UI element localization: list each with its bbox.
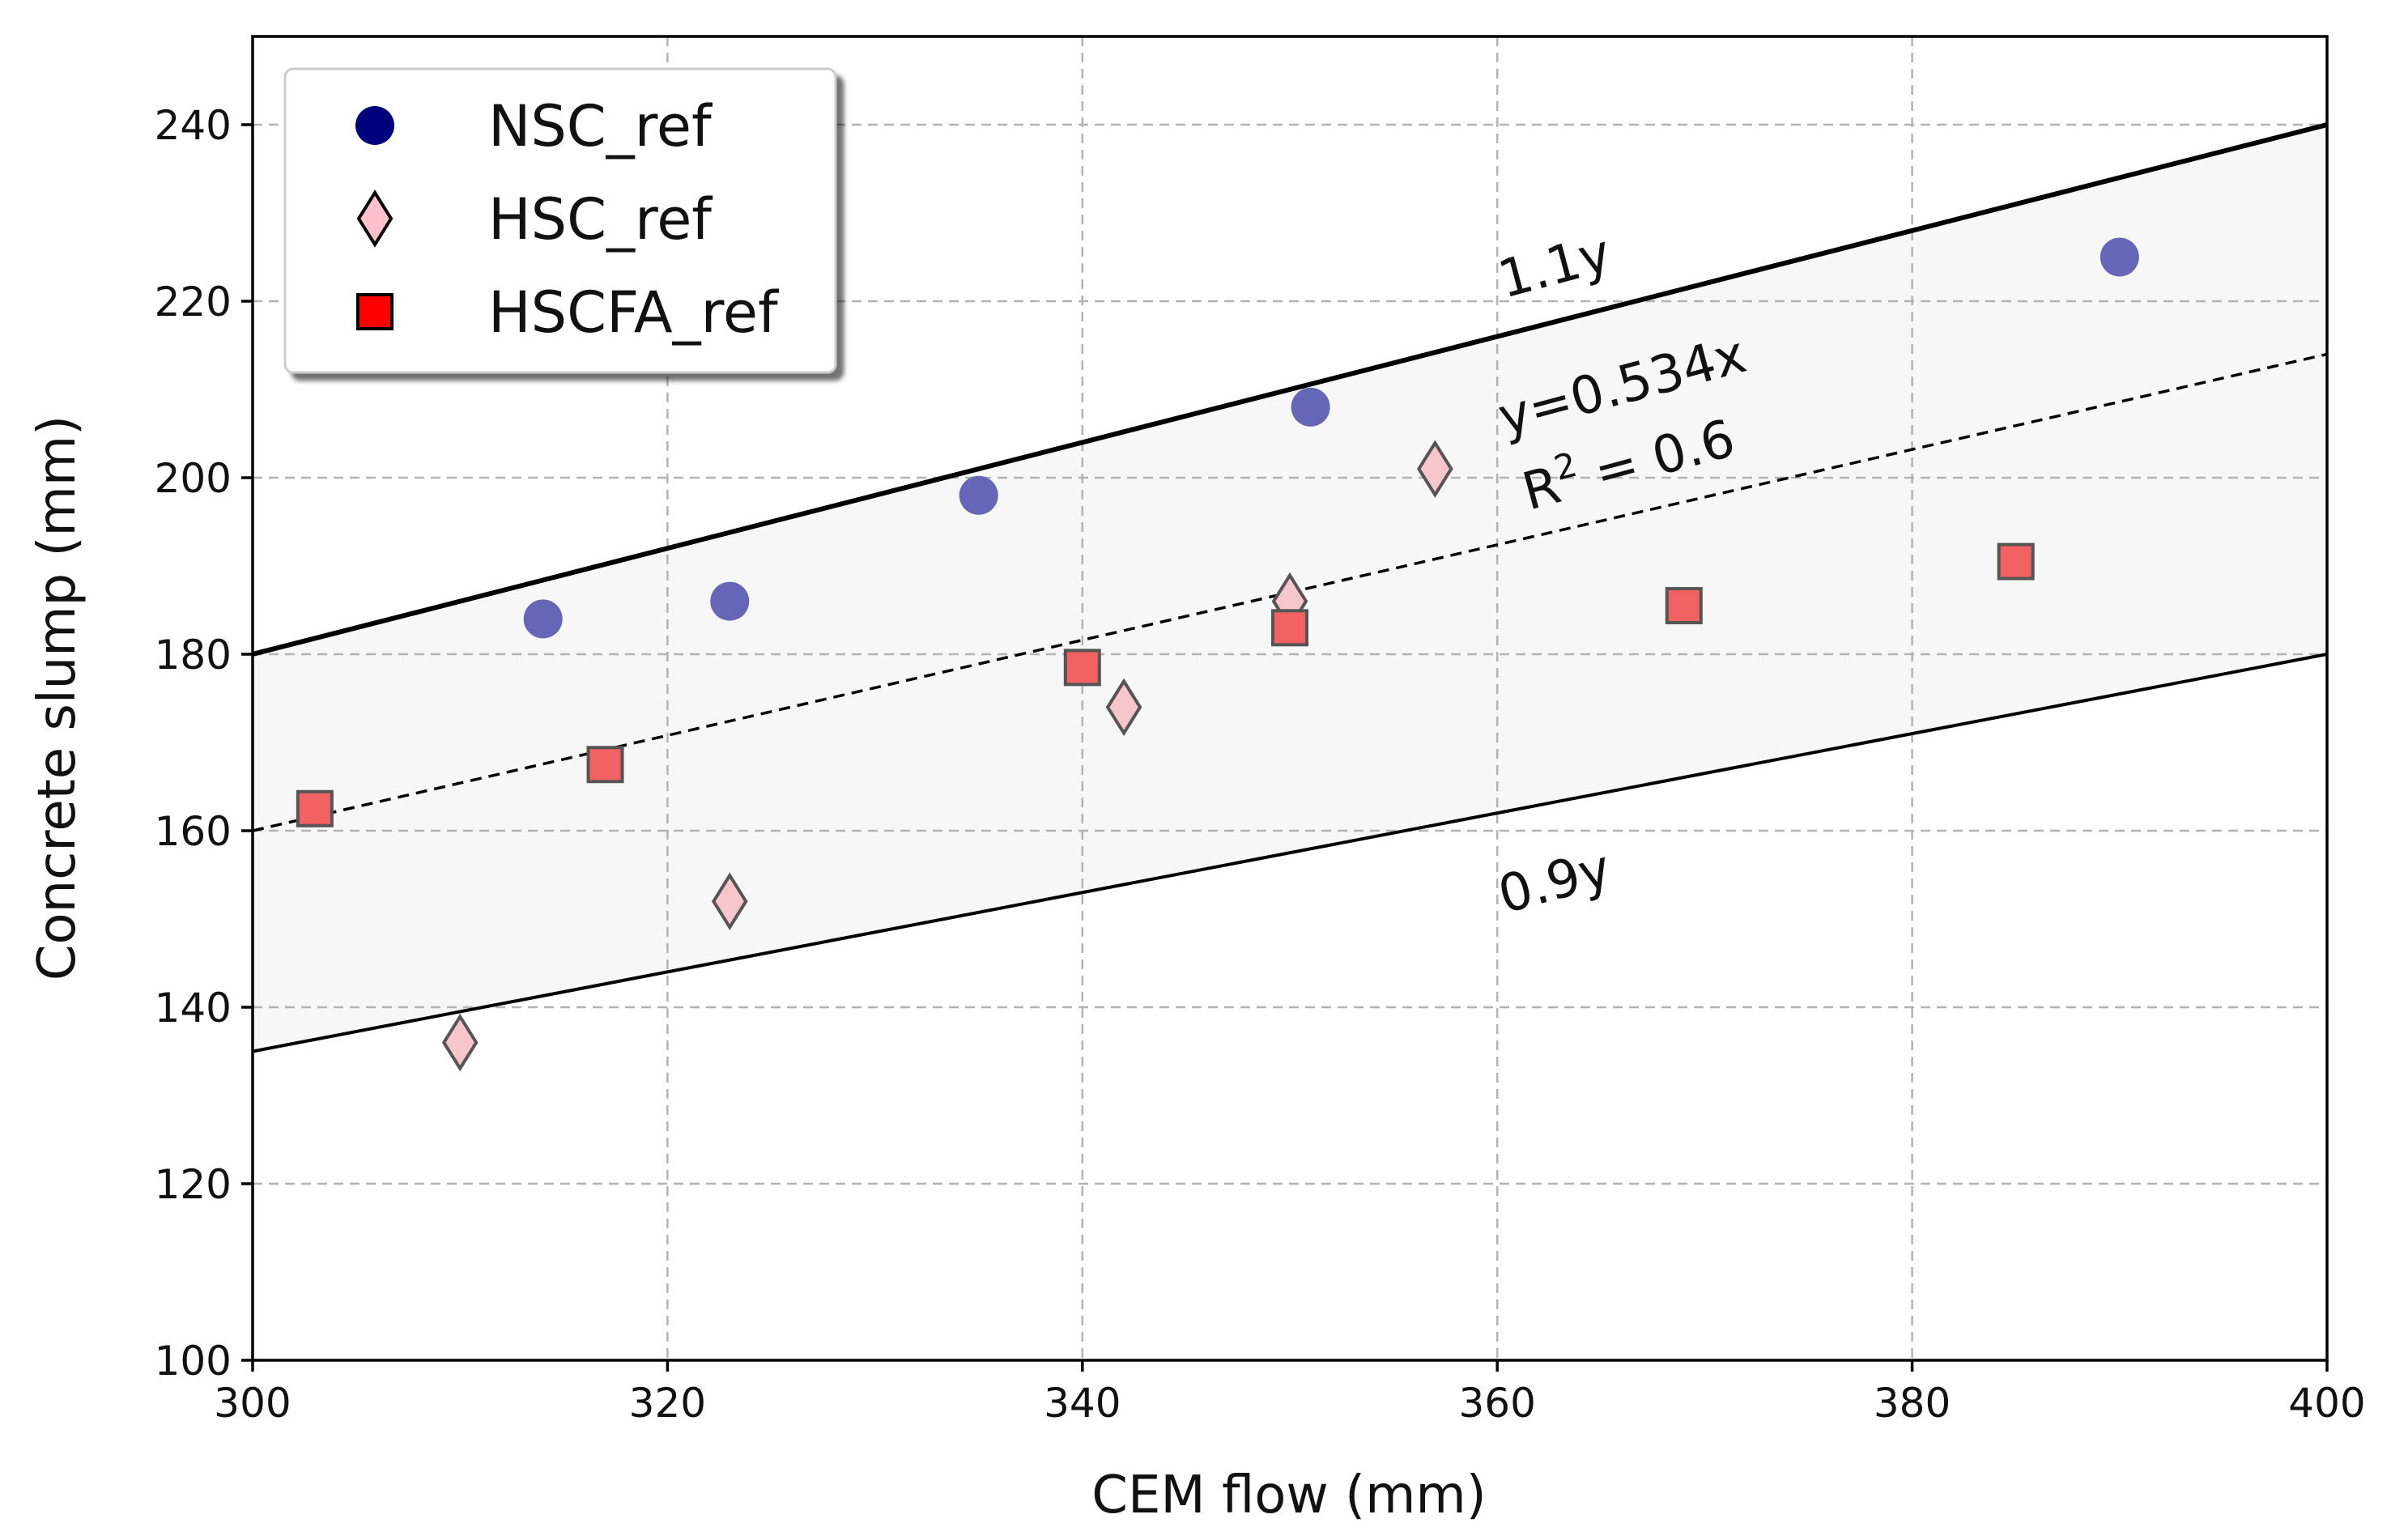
plot-frame [251,35,2329,1362]
hsc-point [1105,678,1142,737]
tick-labels: 300 320 340 360 380 400 100 120 140 160 180 200 220 2… [155,102,2366,1427]
hscfa-point [1665,587,1703,625]
y-tick-label: 100 [155,1338,232,1385]
hsc-point [441,1013,479,1072]
legend-hscfa-marker [356,293,394,330]
y-tick-label: 220 [155,279,232,325]
x-axis-title: CEM flow (mm) [1091,1466,1486,1525]
hscfa-point [1997,542,2035,581]
hscfa-point [1271,609,1308,647]
nsc-point [2100,237,2139,277]
legend-hsc-marker [356,189,394,248]
legend-hsc-entry: HSC_ref [356,186,713,253]
hsc-point [1416,440,1453,498]
legend-hsc-label: HSC_ref [488,186,713,253]
grid-layer [253,36,2327,1360]
upper-bound-line [253,122,2327,657]
legend-hscfa-label: HSCFA_ref [488,279,779,346]
nsc-point [959,475,998,515]
hscfa-point [296,789,334,827]
legend-hscfa-entry: HSCFA_ref [356,279,779,346]
nsc-point [1291,387,1330,427]
y-tick-label: 240 [155,102,232,149]
hscfa-point [1063,649,1101,687]
x-tick-label: 320 [629,1380,706,1427]
lower-bound-line [253,653,2327,1053]
y-axis-title: Concrete slump (mm) [28,415,87,981]
lower-bound-label: 0.9y [1492,839,1617,926]
x-tick-label: 360 [1458,1380,1535,1427]
y-tick-label: 120 [155,1161,232,1208]
x-tick-label: 400 [2288,1380,2365,1427]
axes-frame [251,35,2329,1362]
upper-bound-label: 1.1y [1492,223,1617,311]
y-tick-label: 200 [155,455,232,502]
nsc-point [523,599,563,639]
legend-box [283,67,837,374]
x-tick-label: 340 [1044,1380,1121,1427]
data-points-layer [296,237,2139,1072]
y-tick-label: 140 [155,985,232,1032]
legend-nsc-label: NSC_ref [488,93,713,160]
y-tick-label: 180 [155,632,232,679]
nsc-point [710,581,750,621]
legend-nsc-marker [355,106,394,145]
legend-nsc-entry: NSC_ref [355,93,713,160]
y-tick-label: 160 [155,808,232,855]
x-tick-label: 380 [1874,1380,1951,1427]
hsc-point [711,872,748,930]
legend: NSC_ref HSC_ref HSCFA_ref [283,67,837,374]
hscfa-point [586,746,624,784]
x-tick-label: 300 [214,1380,291,1427]
